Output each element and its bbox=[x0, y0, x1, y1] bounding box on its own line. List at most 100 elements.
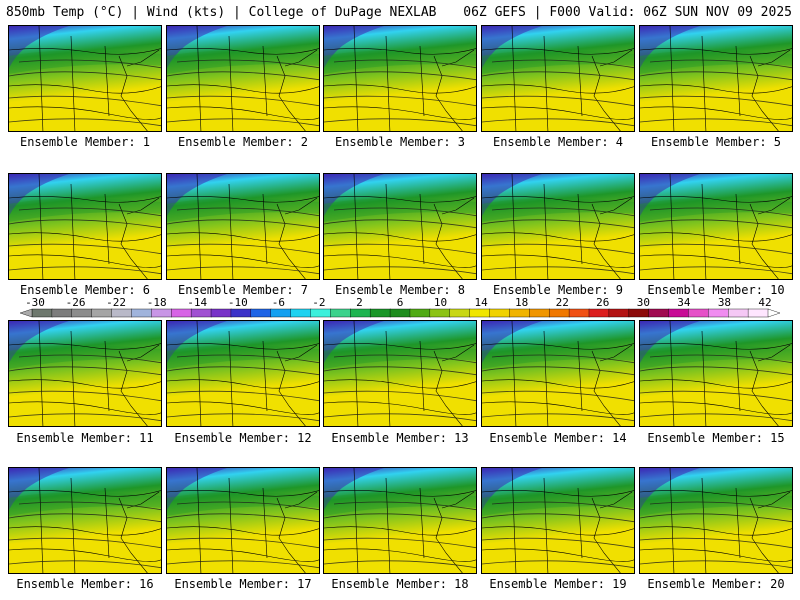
member-map-panel bbox=[323, 320, 477, 427]
colorbar-segment bbox=[350, 308, 371, 318]
temperature-field-map bbox=[167, 321, 319, 426]
temperature-field-map bbox=[9, 321, 161, 426]
temperature-field-map bbox=[324, 174, 476, 279]
state-boundaries bbox=[324, 26, 476, 131]
state-boundaries bbox=[9, 468, 161, 573]
member-map-panel bbox=[639, 25, 793, 132]
wind-streamlines bbox=[640, 501, 792, 569]
wind-streamlines bbox=[324, 501, 476, 569]
colorbar-tick-label: 10 bbox=[433, 296, 448, 309]
member-label: Ensemble Member: 15 bbox=[647, 431, 785, 445]
temperature-field-map bbox=[9, 26, 161, 131]
state-boundaries bbox=[640, 468, 792, 573]
header-right-title: 06Z GEFS | F000 Valid: 06Z SUN NOV 09 20… bbox=[463, 5, 792, 20]
colorbar-segment bbox=[608, 308, 630, 318]
colorbar-segment bbox=[628, 308, 650, 318]
wind-streamlines bbox=[640, 354, 792, 422]
temperature-field-map bbox=[9, 174, 161, 279]
member-map-panel bbox=[166, 25, 320, 132]
state-boundaries bbox=[482, 174, 634, 279]
wind-streamlines bbox=[9, 59, 161, 127]
wind-streamlines bbox=[324, 207, 476, 275]
wind-streamlines bbox=[9, 354, 161, 422]
wind-streamlines bbox=[482, 501, 634, 569]
colorbar-tick-label: -10 bbox=[227, 296, 248, 309]
colorbar-tick-label: 26 bbox=[596, 296, 610, 309]
colorbar-segment bbox=[509, 308, 530, 318]
member-label: Ensemble Member: 16 bbox=[16, 577, 154, 591]
member-label: Ensemble Member: 18 bbox=[331, 577, 469, 591]
colorbar-segment bbox=[310, 308, 332, 318]
wind-streamlines bbox=[167, 501, 319, 569]
state-boundaries bbox=[640, 174, 792, 279]
colorbar-segment bbox=[548, 308, 570, 318]
member-map-panel bbox=[323, 25, 477, 132]
colorbar-tick-label: 6 bbox=[396, 296, 404, 309]
colorbar-segment bbox=[389, 308, 411, 318]
header-left-title: 850mb Temp (°C) | Wind (kts) | College o… bbox=[6, 5, 437, 20]
temperature-field-map bbox=[167, 174, 319, 279]
colorbar-segment bbox=[290, 308, 312, 318]
colorbar-segment bbox=[429, 308, 451, 318]
colorbar-low-arrow bbox=[20, 308, 33, 318]
colorbar-segment bbox=[190, 308, 212, 318]
temperature-field-map bbox=[9, 468, 161, 573]
colorbar-segment bbox=[409, 308, 431, 318]
colorbar-tick-label: -22 bbox=[106, 296, 127, 309]
wind-streamlines bbox=[9, 207, 161, 275]
member-label: Ensemble Member: 9 bbox=[492, 283, 624, 297]
member-label: Ensemble Member: 10 bbox=[647, 283, 785, 297]
temperature-field-map bbox=[324, 26, 476, 131]
member-label: Ensemble Member: 17 bbox=[174, 577, 312, 591]
member-label: Ensemble Member: 1 bbox=[19, 135, 151, 149]
state-boundaries bbox=[324, 174, 476, 279]
colorbar-segment bbox=[210, 308, 232, 318]
member-label: Ensemble Member: 19 bbox=[489, 577, 627, 591]
wind-streamlines bbox=[640, 59, 792, 127]
member-label: Ensemble Member: 12 bbox=[174, 431, 312, 445]
member-map-panel bbox=[639, 467, 793, 574]
member-map-panel bbox=[8, 467, 162, 574]
colorbar-tick-label: -18 bbox=[146, 296, 167, 309]
temperature-field-map bbox=[640, 468, 792, 573]
member-map-panel bbox=[166, 173, 320, 280]
member-label: Ensemble Member: 7 bbox=[177, 283, 309, 297]
colorbar-segment bbox=[469, 308, 491, 318]
colorbar-segment bbox=[91, 308, 113, 318]
member-map-panel bbox=[481, 467, 635, 574]
colorbar-segment bbox=[648, 308, 670, 318]
wind-streamlines bbox=[324, 354, 476, 422]
colorbar-segment bbox=[668, 308, 690, 318]
state-boundaries bbox=[640, 321, 792, 426]
member-map-panel bbox=[323, 467, 477, 574]
colorbar-tick-label: 14 bbox=[474, 296, 488, 309]
state-boundaries bbox=[640, 26, 792, 131]
member-label: Ensemble Member: 13 bbox=[331, 431, 469, 445]
colorbar-segment bbox=[688, 308, 710, 318]
colorbar-tick-label: 34 bbox=[677, 296, 691, 309]
wind-streamlines bbox=[167, 207, 319, 275]
colorbar-segment bbox=[747, 308, 769, 318]
state-boundaries bbox=[9, 174, 161, 279]
wind-streamlines bbox=[482, 207, 634, 275]
member-label: Ensemble Member: 2 bbox=[177, 135, 309, 149]
colorbar-tick-label: 22 bbox=[555, 296, 569, 309]
temperature-field-map bbox=[640, 26, 792, 131]
colorbar-high-arrow bbox=[767, 308, 780, 318]
colorbar-segment bbox=[449, 308, 471, 318]
member-label: Ensemble Member: 3 bbox=[334, 135, 466, 149]
state-boundaries bbox=[167, 468, 319, 573]
temperature-field-map bbox=[167, 26, 319, 131]
colorbar-tick-label: 42 bbox=[758, 296, 772, 309]
wind-streamlines bbox=[167, 59, 319, 127]
state-boundaries bbox=[167, 26, 319, 131]
colorbar-segment bbox=[51, 308, 73, 318]
colorbar-segment bbox=[529, 308, 550, 318]
wind-streamlines bbox=[482, 59, 634, 127]
member-map-panel bbox=[8, 173, 162, 280]
colorbar-segment bbox=[369, 308, 391, 318]
member-map-panel bbox=[166, 467, 320, 574]
state-boundaries bbox=[482, 468, 634, 573]
colorbar-segment bbox=[131, 308, 153, 318]
colorbar-segment bbox=[230, 308, 252, 318]
